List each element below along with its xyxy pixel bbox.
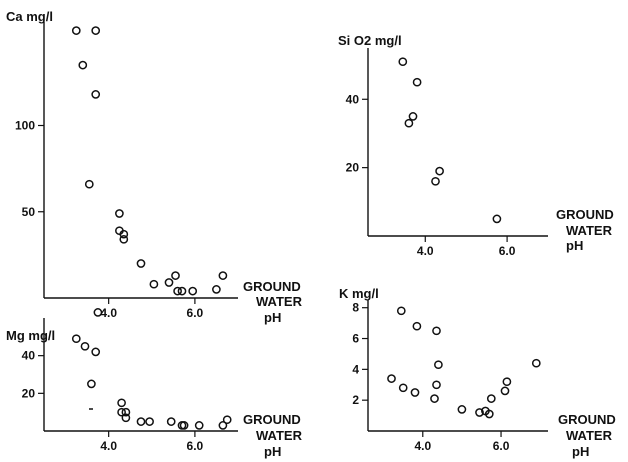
- data-point-mg-0: [93, 308, 103, 317]
- y-tick-label-k-0: 2: [352, 393, 359, 407]
- data-point-sio2-1: [404, 118, 414, 128]
- data-point-k-7: [432, 380, 441, 390]
- y-tick-label-k-2: 6: [352, 332, 359, 346]
- data-point-k-0: [396, 306, 406, 316]
- x-axis-label-k-line1: GROUND: [558, 412, 616, 427]
- x-axis-label-sio2: GROUND WATER pH: [556, 207, 614, 253]
- x-axis-label-sio2-line2: WATER: [566, 223, 613, 238]
- data-point-k-16: [531, 358, 541, 368]
- data-point-ca-12: [171, 271, 180, 280]
- data-point-k-5: [398, 383, 408, 393]
- data-point-sio2-0: [398, 57, 408, 67]
- y-tick-label-mg-1: 40: [22, 349, 36, 363]
- data-point-ca-4: [84, 179, 94, 189]
- x-axis-label-mg-line2: WATER: [256, 428, 303, 443]
- data-point-ca-13: [173, 286, 182, 296]
- data-point-k-13: [486, 394, 496, 403]
- data-point-ca-15: [188, 286, 198, 296]
- data-point-mg-9: [136, 417, 146, 426]
- data-point-ca-17: [218, 271, 228, 280]
- panel-ca: Ca mg/l GROUND WATER pH 50 100 4.0 6.0: [6, 9, 303, 325]
- data-point-mg-11: [166, 417, 176, 426]
- x-tick-label-mg-0: 4.0: [100, 439, 117, 453]
- y-tick-label-sio2-1: 40: [346, 92, 360, 106]
- x-axis-label-ca-line2: WATER: [256, 294, 303, 309]
- y-tick-label-k-1: 4: [352, 362, 359, 376]
- y-axis-label-k: K mg/l: [339, 286, 379, 301]
- data-point-k-8: [430, 394, 439, 403]
- x-axis-label-sio2-line3: pH: [566, 238, 583, 253]
- data-point-k-12: [484, 409, 494, 419]
- x-axis-label-k-line2: WATER: [566, 428, 613, 443]
- data-point-mg-13: [179, 421, 189, 430]
- data-point-ca-5: [115, 209, 124, 218]
- data-point-sio2-6: [492, 214, 502, 224]
- y-tick-label-mg-0: 20: [22, 386, 36, 400]
- x-tick-label-ca-1: 6.0: [187, 306, 204, 320]
- data-point-ca-2: [78, 60, 88, 70]
- data-point-mg-1: [71, 334, 81, 344]
- y-tick-label-ca-0: 50: [22, 205, 36, 219]
- data-point-k-6: [410, 388, 420, 397]
- data-point-mg-14: [194, 421, 204, 430]
- x-tick-label-sio2-0: 4.0: [417, 244, 434, 258]
- x-axis-label-mg-line3: pH: [264, 444, 281, 459]
- data-point-mg-3: [91, 347, 101, 357]
- data-point-ca-9: [136, 259, 146, 268]
- data-point-k-2: [432, 326, 441, 336]
- y-tick-label-ca-1: 100: [15, 119, 35, 133]
- data-point-k-15: [502, 377, 512, 387]
- y-axis-label-mg: Mg mg/l: [6, 328, 55, 343]
- data-point-mg-6: [117, 407, 126, 417]
- data-point-ca-14: [177, 286, 187, 296]
- y-tick-label-k-3: 8: [352, 301, 359, 315]
- data-point-ca-7: [119, 229, 129, 239]
- data-point-mg-8: [121, 413, 131, 423]
- x-axis-label-k: GROUND WATER pH: [558, 412, 616, 459]
- data-point-mg-4: [87, 379, 96, 389]
- y-axis-label-sio2: Si O2 mg/l: [338, 33, 402, 48]
- x-axis-label-mg-line1: GROUND: [243, 412, 301, 427]
- data-point-mg-10: [145, 417, 154, 426]
- x-axis-label-ca: GROUND WATER pH: [243, 279, 303, 325]
- x-tick-label-mg-1: 6.0: [187, 439, 204, 453]
- data-point-ca-11: [164, 278, 174, 287]
- data-point-ca-8: [119, 234, 129, 244]
- data-point-sio2-2: [408, 112, 418, 121]
- data-point-mg-2: [80, 341, 90, 351]
- data-point-ca-16: [212, 285, 221, 294]
- data-point-ca-3: [91, 90, 101, 99]
- data-point-k-3: [434, 360, 443, 370]
- data-point-mg-7: [121, 407, 131, 417]
- data-point-mg-16: [222, 415, 232, 425]
- x-axis-label-mg: GROUND WATER pH: [243, 412, 303, 459]
- y-axis-label-ca: Ca mg/l: [6, 9, 53, 24]
- data-point-k-9: [457, 405, 467, 414]
- x-tick-label-k-0: 4.0: [414, 439, 431, 453]
- x-tick-label-k-1: 6.0: [493, 439, 510, 453]
- data-point-k-14: [500, 386, 510, 396]
- x-tick-label-ca-0: 4.0: [100, 306, 117, 320]
- data-point-mg-15: [218, 421, 228, 430]
- panel-mg: Mg mg/l GROUND WATER pH 20 40 4.0 6.0: [6, 308, 303, 459]
- data-point-ca-0: [71, 26, 81, 35]
- data-point-k-4: [387, 374, 396, 383]
- x-axis-label-ca-line1: GROUND: [243, 279, 301, 294]
- data-point-sio2-3: [412, 77, 422, 87]
- x-tick-label-sio2-1: 6.0: [499, 244, 516, 258]
- panel-k: K mg/l GROUND WATER pH 2 4 6 8 4.0 6.0: [339, 286, 616, 459]
- y-tick-label-sio2-0: 20: [346, 161, 360, 175]
- data-point-k-1: [412, 321, 422, 331]
- panel-sio2: Si O2 mg/l GROUND WATER pH 20 40 4.0 6.0: [338, 33, 614, 258]
- x-axis-label-k-line3: pH: [572, 444, 589, 459]
- data-point-ca-10: [149, 279, 159, 289]
- data-point-sio2-4: [431, 176, 440, 186]
- data-point-k-10: [475, 408, 484, 417]
- x-axis-label-sio2-line1: GROUND: [556, 207, 614, 222]
- x-axis-label-ca-line3: pH: [264, 310, 281, 325]
- data-point-mg-5: [117, 398, 126, 408]
- data-point-ca-1: [91, 26, 101, 35]
- data-point-sio2-5: [435, 166, 444, 176]
